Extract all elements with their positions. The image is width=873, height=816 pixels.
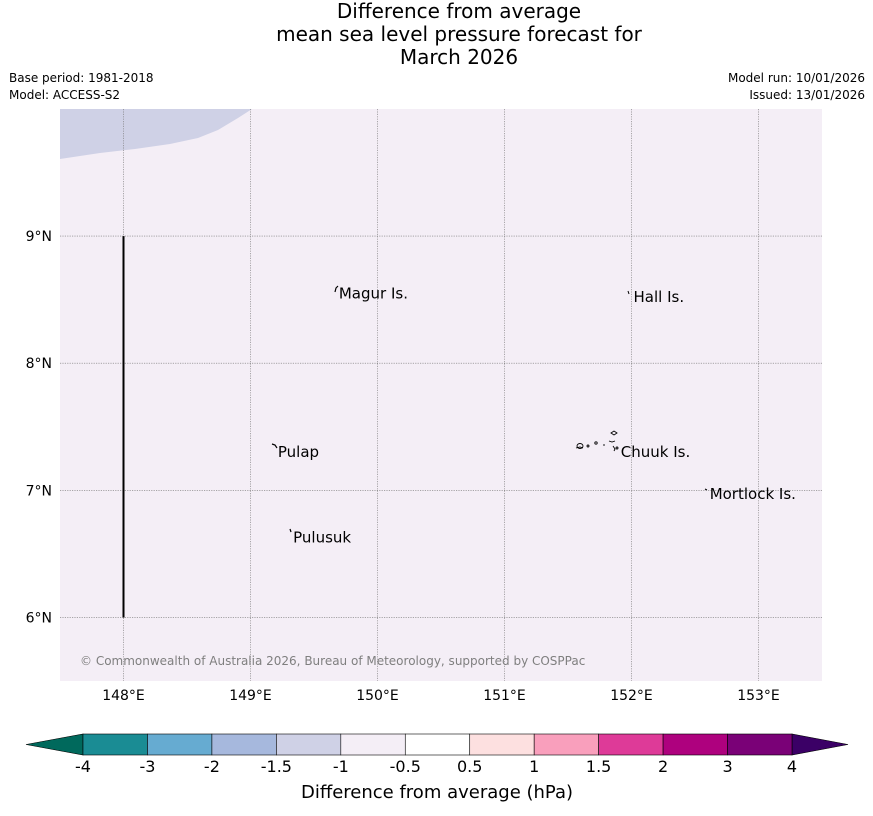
colorbar-segment [533, 733, 599, 756]
colorbar-tick-label: -1 [333, 757, 349, 776]
lon-tick-label: 150°E [356, 688, 399, 704]
colorbar-tick-label: -2 [204, 757, 220, 776]
base-period: Base period: 1981-2018 [9, 71, 154, 85]
colorbar-segment [404, 733, 471, 756]
title-line-2: mean sea level pressure forecast for [276, 22, 642, 46]
place-label: Hall Is. [634, 288, 685, 306]
colorbar-tick-label: -0.5 [390, 757, 421, 776]
colorbar-segment [147, 733, 213, 756]
place-label: Chuuk Is. [621, 443, 690, 461]
colorbar-tick-label: -4 [75, 757, 91, 776]
place-label: Magur Is. [339, 284, 408, 302]
island-markers [271, 285, 708, 533]
place-label: Pulap [278, 443, 319, 461]
lat-tick-label: 6°N [26, 610, 52, 626]
colorbar-tick-label: -1.5 [261, 757, 292, 776]
hall-island-shape [627, 290, 630, 295]
meta-left: Base period: 1981-2018 Model: ACCESS-S2 [9, 70, 154, 104]
colorbar-tick-label: 3 [722, 757, 732, 776]
place-labels: Magur Is. Hall Is. Pulap Chuuk Is. Mortlock … [278, 284, 796, 546]
colorbar-tick-label: 0.5 [457, 757, 482, 776]
colorbar-tick-label: 4 [787, 757, 797, 776]
meta-right: Model run: 10/01/2026 Issued: 13/01/2026 [728, 70, 865, 104]
colorbar [25, 733, 849, 756]
latitude-tick-labels: 9°N 8°N 7°N 6°N [26, 229, 52, 626]
colorbar-title: Difference from average (hPa) [301, 782, 573, 803]
colorbar-segment [469, 733, 535, 756]
lon-tick-label: 151°E [483, 688, 526, 704]
map-background [60, 109, 822, 681]
model-name: Model: ACCESS-S2 [9, 88, 121, 102]
colorbar-under-triangle [25, 733, 84, 756]
lat-tick-label: 9°N [26, 229, 52, 245]
place-label: Mortlock Is. [710, 485, 796, 503]
pulusuk-island-shape [289, 528, 292, 533]
colorbar-tick-label: 1 [529, 757, 539, 776]
title-line-1: Difference from average [336, 0, 582, 23]
colorbar-tick-label: 1.5 [586, 757, 611, 776]
model-run: Model run: 10/01/2026 [727, 71, 865, 85]
colorbar-segment [727, 733, 793, 756]
mortlock-island-shape [704, 488, 708, 491]
title-line-3: March 2026 [399, 45, 519, 69]
colorbar-segment [340, 733, 406, 756]
chuuk-lagoon-shape [575, 430, 619, 452]
colorbar-segment [82, 733, 148, 756]
colorbar-over-triangle [791, 733, 849, 756]
place-label: Pulusuk [293, 528, 351, 546]
lon-tick-label: 152°E [610, 688, 653, 704]
lon-tick-label: 149°E [229, 688, 272, 704]
issued-date: Issued: 13/01/2026 [749, 88, 865, 102]
colorbar-tick-label: 2 [658, 757, 668, 776]
lat-tick-label: 8°N [26, 356, 52, 372]
magur-island-shape [334, 285, 339, 293]
lon-tick-label: 148°E [102, 688, 145, 704]
pulap-island-shape [271, 443, 278, 449]
colorbar-segment [276, 733, 342, 756]
colorbar-segment [211, 733, 277, 756]
chart-title: Difference from average mean sea level p… [0, 0, 873, 69]
lon-tick-label: 153°E [737, 688, 780, 704]
colorbar-tick-label: -3 [139, 757, 155, 776]
colorbar-segment [598, 733, 664, 756]
lat-tick-label: 7°N [26, 483, 52, 499]
copyright-notice: © Commonwealth of Australia 2026, Bureau… [80, 654, 585, 668]
pressure-anomaly-area [60, 109, 252, 159]
colorbar-labels: -4 -3 -2 -1.5 -1 -0.5 0.5 1 1.5 2 3 4 [75, 757, 797, 776]
longitude-tick-labels: 148°E 149°E 150°E 151°E 152°E 153°E [102, 688, 780, 704]
colorbar-segment [662, 733, 728, 756]
